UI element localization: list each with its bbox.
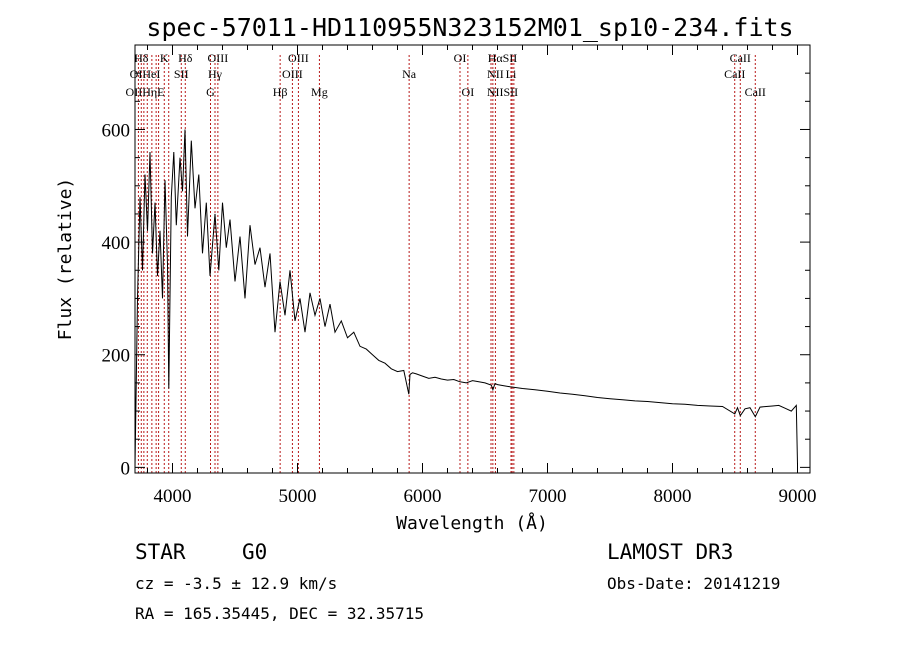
spectrum-line [134,129,798,468]
x-axis-label: Wavelength (Å) [396,512,548,534]
y-tick-label: 200 [102,346,131,367]
object-class: STAR [135,540,186,564]
chart-title: spec-57011-HD110955N323152M01_sp10-234.f… [146,13,793,42]
line-label: HαSII [488,51,518,65]
y-axis: 0 200 400 600 [102,72,810,479]
y-tick-label: 600 [102,120,131,141]
line-label: G [206,85,215,99]
line-label: Hδ [134,51,149,65]
y-tick-label: 0 [121,458,131,479]
line-label: OI [462,85,475,99]
y-tick-label: 400 [102,233,131,254]
x-tick-label: 8000 [654,486,692,507]
line-label: NII [487,67,504,81]
line-label: NIISII [487,85,518,99]
line-label: OIII [288,51,309,65]
object-subclass: G0 [242,540,268,564]
x-tick-label: 6000 [404,486,442,507]
line-label: OIII [208,51,229,65]
x-tick-label: 5000 [279,486,317,507]
line-label: OI [454,51,467,65]
spectral-line-labels: Hδ K Hδ OIII OIII OI HαSII CaII OIHeI SII Hγ OIII Na… [126,51,766,99]
line-label: OIHeI [130,67,161,81]
observation-date: Obs-Date: 20141219 [607,574,781,593]
redshift-value: cz = -3.5 ± 12.9 km/s [135,574,338,593]
spectral-marker-lines [137,55,756,473]
y-axis-label: Flux (relative) [55,178,76,341]
survey-name: LAMOST DR3 [607,540,734,564]
coordinates: RA = 165.35445, DEC = 32.35715 [135,604,424,623]
x-tick-label: 4000 [154,486,192,507]
line-label: Mg [311,85,328,99]
line-label: Hγ [208,67,223,81]
line-label: Na [402,67,417,81]
line-label: OIII [282,67,303,81]
line-label: CaII [745,85,766,99]
x-tick-label: 7000 [529,486,567,507]
plot-frame [134,44,811,474]
x-tick-label: 9000 [779,486,817,507]
line-label: Hδ [178,51,193,65]
line-label: Hβ [273,85,288,99]
line-label: SII [174,67,189,81]
line-label: CaII [730,51,751,65]
x-axis: 4000 5000 6000 7000 8000 9000 [147,45,817,507]
line-label: K [160,51,169,65]
line-label: OIIHηE [126,85,165,99]
line-label: Li [506,67,517,81]
line-label: CaII [724,67,745,81]
